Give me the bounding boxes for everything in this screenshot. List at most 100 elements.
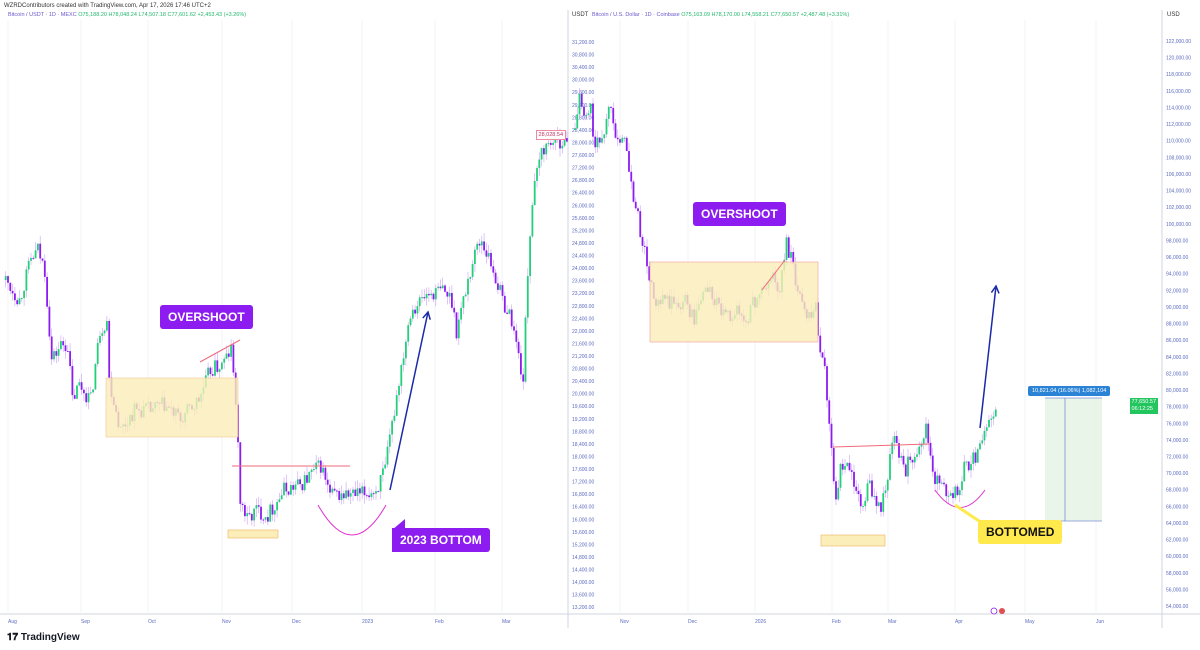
candle-body — [476, 243, 479, 250]
tradingview-logo[interactable]: 𝟏𝟕 TradingView — [7, 632, 80, 643]
candle-body — [841, 463, 844, 470]
candle-body — [280, 495, 283, 500]
left-currency[interactable]: USDT — [572, 12, 589, 18]
candle-body — [80, 382, 83, 390]
candle-body — [835, 481, 837, 500]
candle-body — [250, 513, 253, 521]
price-tick: 84,000.00 — [1166, 355, 1188, 361]
candle-body — [641, 237, 644, 246]
candle-body — [221, 362, 223, 370]
candle-body — [648, 266, 651, 281]
candle-body — [39, 243, 42, 259]
candle-body — [891, 442, 894, 455]
left-symbol-legend[interactable]: Bitcoin / USDT · 1D · MEXC O75,188.20 H7… — [8, 12, 246, 18]
candle-body — [513, 326, 515, 331]
candle-body — [538, 159, 541, 169]
candle-body — [790, 251, 792, 258]
candle-body — [643, 245, 646, 247]
candle-body — [467, 278, 469, 295]
price-tick: 70,000.00 — [1166, 471, 1188, 477]
price-tick: 30,800.00 — [572, 53, 594, 59]
candle-body — [598, 137, 601, 143]
candle-body — [934, 471, 936, 484]
candle-body — [576, 114, 579, 129]
candle-body — [322, 467, 324, 473]
candle-body — [949, 493, 952, 496]
candle-body — [990, 418, 993, 420]
candle-body — [954, 486, 957, 499]
candle-body — [625, 137, 628, 152]
candle-body — [363, 486, 366, 496]
price-tick: 98,000.00 — [1166, 238, 1188, 244]
price-tick: 72,000.00 — [1166, 455, 1188, 461]
candle-body — [64, 345, 67, 352]
candle-body — [866, 483, 869, 501]
candle-body — [432, 293, 435, 300]
price-tick: 106,000.00 — [1166, 172, 1191, 178]
price-tick: 31,200.00 — [572, 40, 594, 46]
candle-body — [855, 486, 858, 491]
candle-body — [451, 292, 453, 308]
candle-body — [857, 490, 860, 495]
price-tick: 22,800.00 — [572, 304, 594, 310]
candle-body — [299, 479, 301, 485]
chart-credit: WZRDContributors created with TradingVie… — [4, 3, 211, 9]
candle-body — [430, 293, 433, 296]
candle-body — [880, 502, 882, 512]
candle-body — [260, 506, 262, 520]
projection-arrow-right — [979, 285, 997, 429]
candle-body — [637, 208, 639, 212]
candle-body — [580, 93, 583, 107]
candle-body — [621, 137, 624, 143]
candle-body — [603, 134, 606, 139]
candle-body — [492, 266, 495, 273]
candle-body — [57, 349, 60, 356]
month-tick: Apr — [955, 619, 963, 625]
price-tick: 78,000.00 — [1166, 405, 1188, 411]
candle-body — [101, 333, 104, 336]
month-tick: Oct — [148, 619, 156, 625]
candle-body — [248, 513, 251, 515]
candle-body — [395, 395, 398, 416]
candle-body — [981, 440, 984, 444]
candle-body — [462, 296, 465, 308]
price-tick: 114,000.00 — [1166, 105, 1191, 111]
candle-body — [336, 490, 338, 492]
candle-body — [425, 293, 428, 299]
price-tick: 18,800.00 — [572, 429, 594, 435]
candle-body — [448, 292, 451, 297]
candle-body — [214, 360, 216, 376]
right-symbol-legend[interactable]: Bitcoin / U.S. Dollar · 1D · Coinbase O7… — [592, 12, 849, 18]
month-tick: May — [1025, 619, 1035, 625]
price-tick: 86,000.00 — [1166, 338, 1188, 344]
month-tick: Feb — [435, 619, 444, 625]
candle-body — [276, 501, 278, 511]
candle-body — [469, 277, 472, 279]
right-currency[interactable]: USD — [1167, 12, 1180, 18]
candle-body — [904, 464, 907, 477]
candle-body — [972, 452, 975, 464]
candle-body — [508, 309, 511, 314]
price-tick: 118,000.00 — [1166, 72, 1191, 78]
candle-body — [453, 307, 456, 313]
candle-body — [106, 320, 108, 331]
candle-body — [386, 446, 389, 465]
candle-body — [945, 484, 948, 497]
candle-body — [821, 352, 824, 358]
price-tick: 28,800.00 — [572, 115, 594, 121]
candle-body — [434, 288, 437, 300]
range-box-right — [649, 261, 819, 343]
candle-body — [792, 251, 795, 264]
candle-body — [545, 143, 548, 155]
candle-body — [902, 455, 905, 465]
bottomed-label-right: BOTTOMED — [978, 520, 1063, 544]
candle-body — [76, 385, 78, 399]
candle-body — [267, 517, 269, 522]
candle-body — [368, 495, 370, 498]
candle-body — [992, 416, 995, 419]
candle-body — [614, 123, 617, 138]
left-ohlc: O75,188.20 H78,048.24 L74,507.18 C77,601… — [78, 12, 247, 18]
candle-body — [956, 486, 959, 496]
price-tick: 90,000.00 — [1166, 305, 1188, 311]
